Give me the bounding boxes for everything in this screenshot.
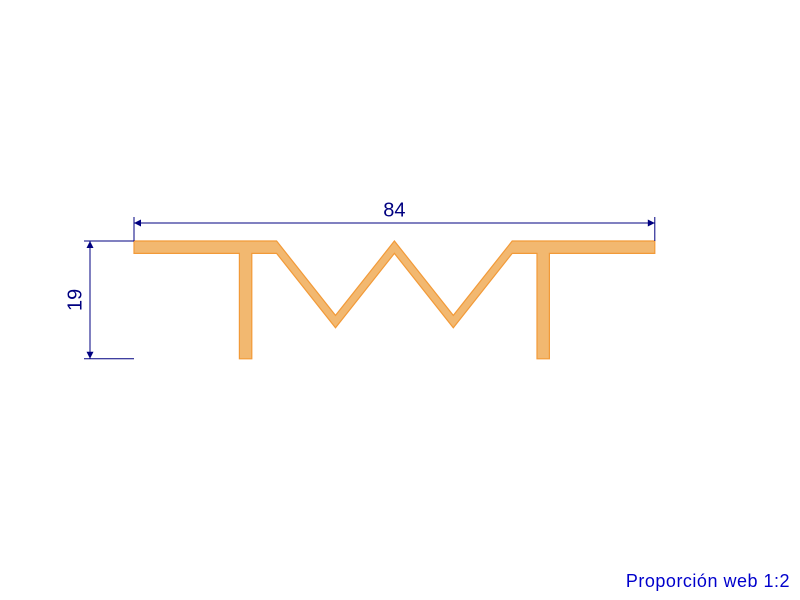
dimension-arrowhead bbox=[134, 220, 141, 227]
dim-h-label: 84 bbox=[383, 199, 405, 221]
diagram-canvas: 84 19 Proporción web 1:2 bbox=[0, 0, 800, 600]
dim-v-label: 19 bbox=[64, 289, 86, 311]
footer-scale-label: Proporción web 1:2 bbox=[626, 571, 790, 592]
dimension-arrowhead bbox=[87, 352, 94, 359]
profile-shape bbox=[134, 241, 655, 359]
dimension-arrowhead bbox=[648, 220, 655, 227]
dimension-arrowhead bbox=[87, 241, 94, 248]
diagram-svg: 84 19 bbox=[0, 0, 800, 600]
